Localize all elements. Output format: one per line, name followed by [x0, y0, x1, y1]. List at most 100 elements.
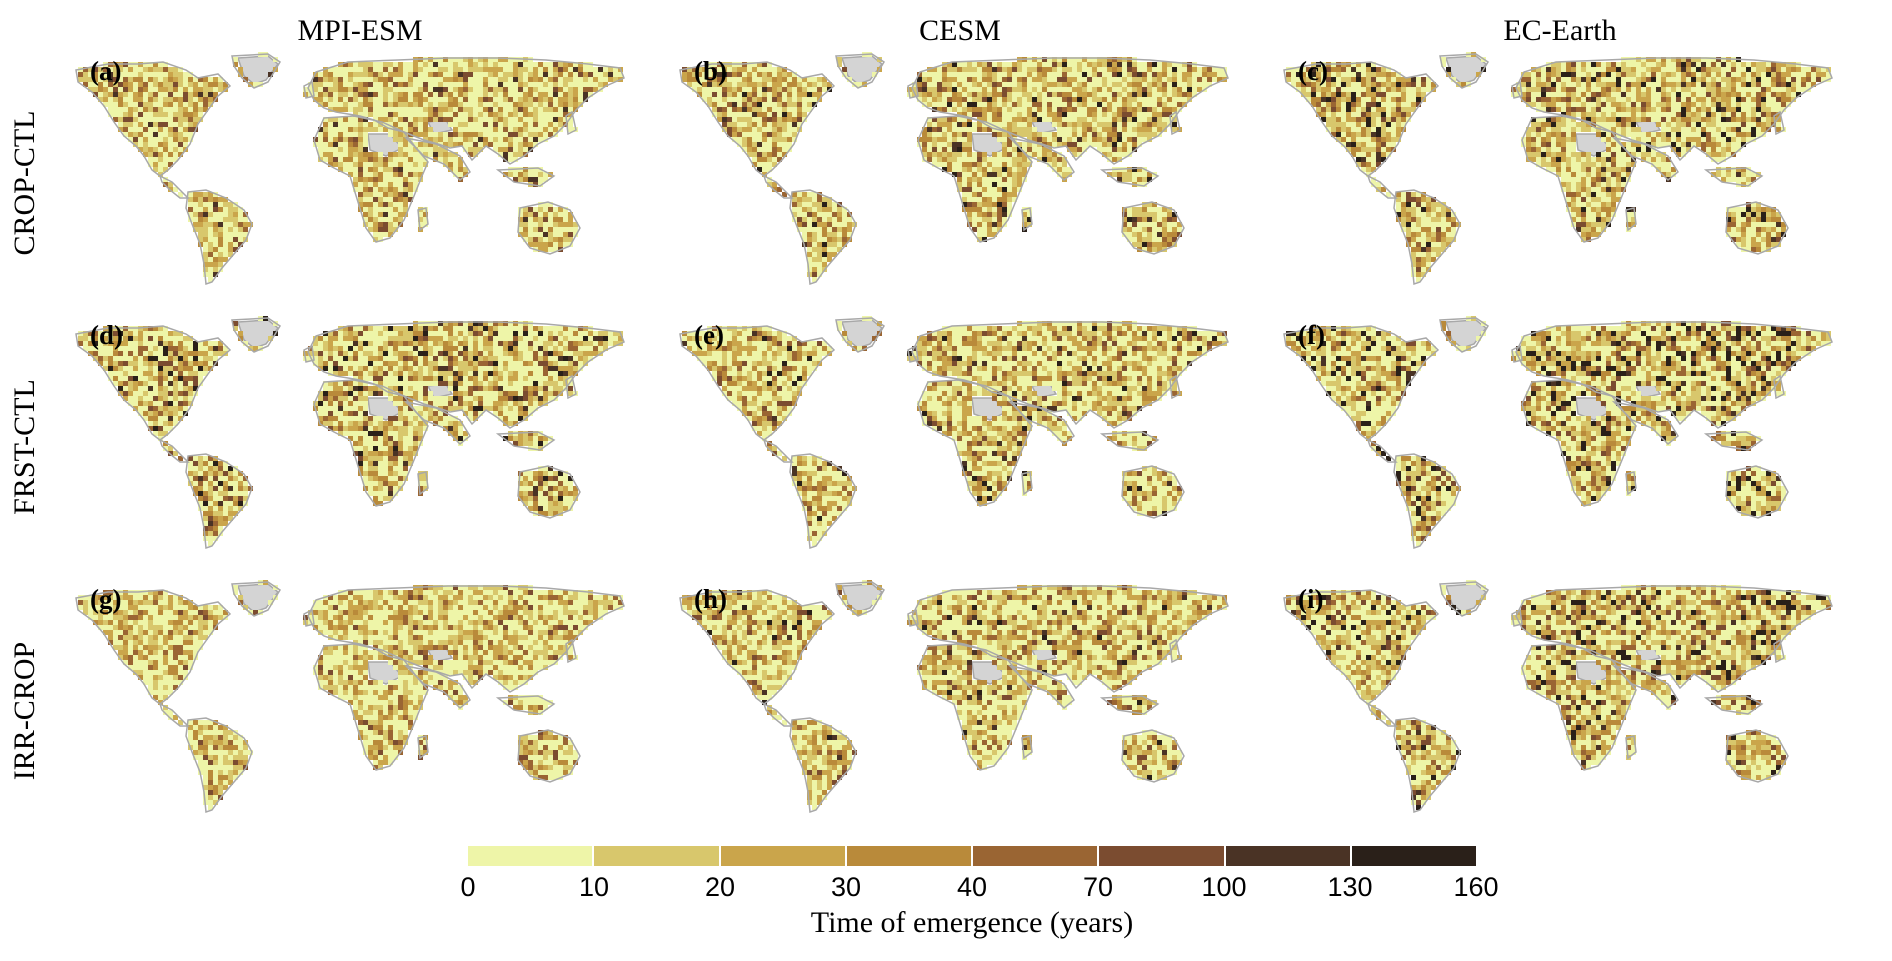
- panel-label-h: (h): [694, 584, 727, 614]
- coastline: [1511, 608, 1523, 627]
- coastline: [1773, 374, 1785, 400]
- colorbar-tick-100: 100: [1201, 872, 1247, 902]
- colorbar-tick-130: 130: [1327, 872, 1373, 902]
- coastline: [185, 717, 253, 814]
- coastline: [1611, 136, 1679, 182]
- colorbar-tick-0: 0: [460, 872, 476, 902]
- panel-label-d: (d): [90, 320, 123, 350]
- coastline: [158, 702, 190, 727]
- coastline: [1169, 638, 1181, 664]
- coastline: [1283, 325, 1440, 441]
- map-c-svg: [1283, 52, 1833, 286]
- coastline: [679, 589, 836, 705]
- coastline: [158, 438, 190, 463]
- coastline: [917, 379, 1033, 507]
- panel-label-c: (c): [1298, 56, 1328, 86]
- coastline: [1366, 702, 1398, 727]
- coastline: [1511, 344, 1523, 363]
- column-title-mpi-esm: MPI-ESM: [297, 14, 423, 47]
- panel-label-a: (a): [90, 56, 122, 86]
- coastline: [835, 581, 886, 617]
- coastline: [565, 110, 577, 136]
- colorbar-tick-40: 40: [956, 872, 988, 902]
- colorbar-segment-30-40: [846, 846, 973, 866]
- coastline: [1439, 317, 1490, 353]
- coastline: [789, 717, 857, 814]
- panel-label-f: (f): [1298, 320, 1325, 350]
- colorbar-segment-100-130: [1225, 846, 1352, 866]
- coastline: [1121, 201, 1185, 255]
- coastline: [1703, 167, 1764, 187]
- colorbar: [468, 846, 1476, 866]
- coastline: [911, 321, 1229, 429]
- coastline: [679, 325, 836, 441]
- map-f-svg: [1283, 316, 1833, 550]
- coastline: [1511, 80, 1523, 99]
- coastline: [495, 167, 556, 187]
- coastline: [1283, 589, 1440, 705]
- coastline: [75, 325, 232, 441]
- map-panel-g: (g): [68, 580, 648, 815]
- map-panel-d: (d): [68, 316, 648, 551]
- map-h-svg: [679, 580, 1229, 814]
- coastline: [1169, 110, 1181, 136]
- coastline: [1725, 465, 1789, 519]
- coastline: [907, 80, 919, 99]
- column-title-cesm: CESM: [919, 14, 1001, 47]
- row-title-frst-ctl: FRST-CTL: [8, 379, 41, 515]
- coastline: [517, 729, 581, 783]
- coastline: [1625, 207, 1637, 232]
- coastline: [1007, 664, 1075, 710]
- coastline: [911, 57, 1229, 165]
- coastline: [1099, 695, 1160, 715]
- coastline: [75, 589, 232, 705]
- coastline: [762, 702, 794, 727]
- coastline: [1515, 585, 1833, 693]
- row-title-irr-crop: IRR-CROP: [8, 641, 41, 781]
- coastline: [1169, 374, 1181, 400]
- coastline: [1725, 729, 1789, 783]
- coastline: [762, 438, 794, 463]
- coastline: [185, 189, 253, 286]
- coastline: [917, 643, 1033, 771]
- coastline: [307, 585, 625, 693]
- coastline: [1366, 174, 1398, 199]
- coastline: [679, 61, 836, 177]
- coastline: [789, 189, 857, 286]
- panel-label-i: (i): [1298, 584, 1324, 614]
- coastline: [907, 608, 919, 627]
- coastline: [303, 80, 315, 99]
- coastline: [1515, 321, 1833, 429]
- colorbar-segment-10-20: [594, 846, 721, 866]
- coastline: [1625, 735, 1637, 760]
- coastline: [1393, 717, 1461, 814]
- coastline: [417, 207, 429, 232]
- coastline: [313, 643, 429, 771]
- coastline: [1021, 735, 1033, 760]
- coastline: [158, 174, 190, 199]
- coastline: [1283, 61, 1440, 177]
- panel-label-g: (g): [90, 584, 122, 614]
- coastline: [762, 174, 794, 199]
- coastline: [1521, 643, 1637, 771]
- coastline: [1611, 664, 1679, 710]
- coastline: [835, 53, 886, 89]
- coastline: [303, 608, 315, 627]
- map-e-svg: [679, 316, 1229, 550]
- coastline: [403, 136, 471, 182]
- panel-label-e: (e): [694, 320, 724, 350]
- coastline: [495, 695, 556, 715]
- coastline: [1366, 438, 1398, 463]
- map-panel-h: (h): [672, 580, 1252, 815]
- colorbar-tick-20: 20: [704, 872, 736, 902]
- coastline: [75, 61, 232, 177]
- colorbar-tick-70: 70: [1082, 872, 1114, 902]
- coastline: [789, 453, 857, 550]
- colorbar-tick-30: 30: [830, 872, 862, 902]
- coastline: [1021, 471, 1033, 496]
- coastline: [1725, 201, 1789, 255]
- coastline: [313, 379, 429, 507]
- coastline: [1773, 638, 1785, 664]
- coastline: [1439, 581, 1490, 617]
- coastline: [907, 344, 919, 363]
